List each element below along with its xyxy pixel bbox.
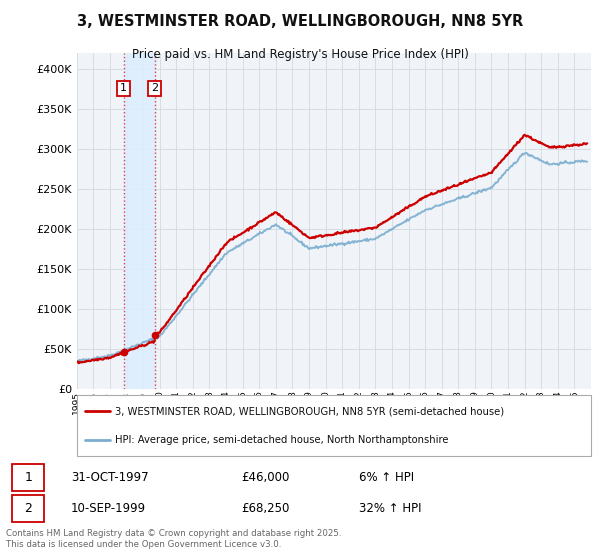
Text: 1: 1	[25, 471, 32, 484]
Text: Contains HM Land Registry data © Crown copyright and database right 2025.
This d: Contains HM Land Registry data © Crown c…	[6, 529, 341, 549]
Text: 10-SEP-1999: 10-SEP-1999	[71, 502, 146, 515]
Bar	[124, 53, 155, 389]
FancyBboxPatch shape	[12, 494, 44, 522]
Text: 3, WESTMINSTER ROAD, WELLINGBOROUGH, NN8 5YR (semi-detached house): 3, WESTMINSTER ROAD, WELLINGBOROUGH, NN8…	[115, 407, 505, 417]
Text: 6% ↑ HPI: 6% ↑ HPI	[359, 471, 414, 484]
Text: 32% ↑ HPI: 32% ↑ HPI	[359, 502, 421, 515]
Text: £68,250: £68,250	[241, 502, 290, 515]
Text: 31-OCT-1997: 31-OCT-1997	[71, 471, 148, 484]
Text: Price paid vs. HM Land Registry's House Price Index (HPI): Price paid vs. HM Land Registry's House …	[131, 48, 469, 60]
Text: £46,000: £46,000	[241, 471, 290, 484]
Text: 2: 2	[151, 83, 158, 94]
Text: 3, WESTMINSTER ROAD, WELLINGBOROUGH, NN8 5YR: 3, WESTMINSTER ROAD, WELLINGBOROUGH, NN8…	[77, 14, 523, 29]
Text: 2: 2	[25, 502, 32, 515]
Text: HPI: Average price, semi-detached house, North Northamptonshire: HPI: Average price, semi-detached house,…	[115, 435, 449, 445]
Text: 1: 1	[120, 83, 127, 94]
FancyBboxPatch shape	[12, 464, 44, 491]
